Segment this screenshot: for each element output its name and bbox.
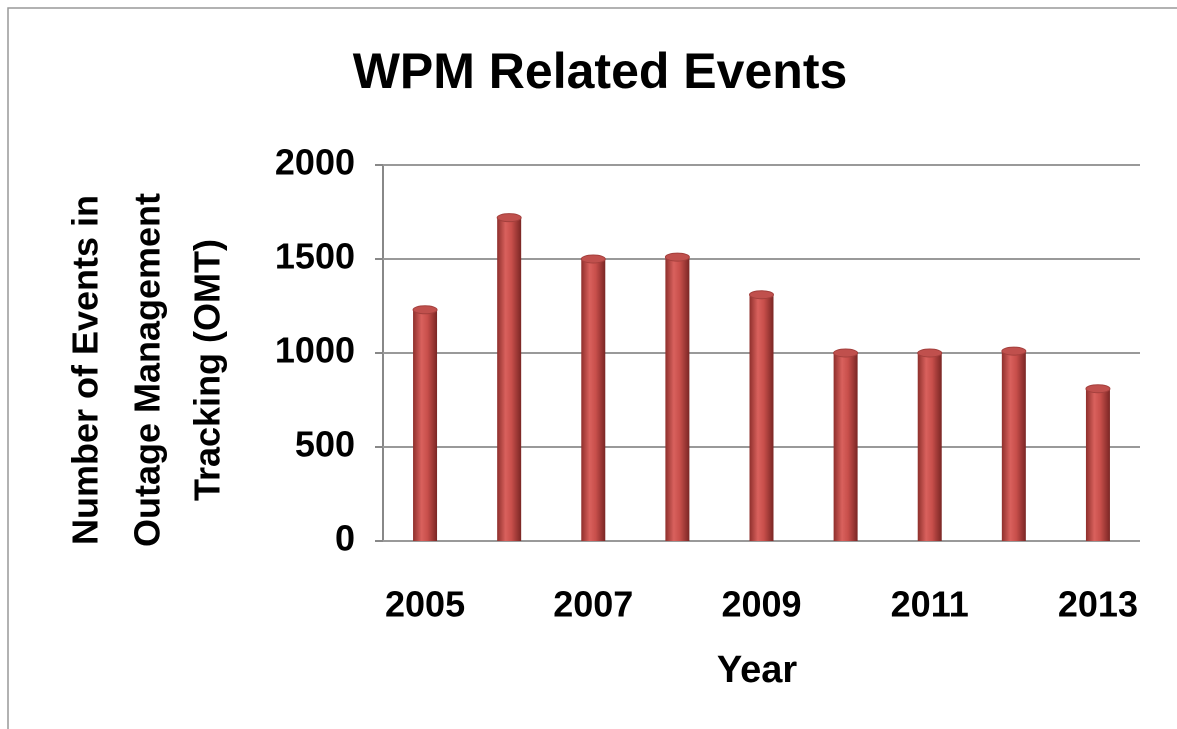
x-axis-title: Year — [717, 649, 798, 691]
y-tick-label: 2000 — [275, 142, 355, 183]
y-tick-label: 500 — [295, 424, 355, 465]
x-tick-label: 2011 — [891, 584, 969, 625]
x-tick-label: 2007 — [553, 584, 633, 625]
bar — [1085, 388, 1110, 541]
x-tick-label: 2009 — [721, 584, 801, 625]
bar-cap — [1085, 384, 1111, 394]
bar — [833, 353, 858, 541]
y-axis-title-line: Number of Events in — [65, 195, 106, 545]
frame — [7, 7, 1177, 729]
bar-cap — [496, 213, 522, 223]
bar-cap — [412, 305, 438, 315]
bar — [413, 309, 438, 541]
bar — [581, 259, 606, 541]
bar — [917, 353, 942, 541]
bar-cap — [1001, 346, 1027, 356]
bar-cap — [917, 348, 943, 358]
bar-cap — [580, 254, 606, 264]
y-axis-title-line: Tracking (OMT) — [187, 239, 228, 501]
y-tick-label: 1500 — [275, 236, 355, 277]
y-axis-title-line: Outage Management — [127, 193, 168, 547]
bar-cap — [749, 290, 774, 300]
y-tick-label: 1000 — [275, 330, 355, 371]
bar — [1001, 351, 1026, 541]
y-axis-title: Number of Events in Outage Management Tr… — [65, 193, 228, 547]
x-tick-label: 2005 — [385, 584, 465, 625]
x-tick-label: 2013 — [1058, 584, 1138, 625]
bar-cap — [833, 348, 859, 358]
y-tick-label: 0 — [335, 518, 355, 559]
chart-title: WPM Related Events — [353, 43, 848, 99]
bar — [665, 257, 690, 541]
bar — [749, 294, 774, 541]
bar — [497, 217, 522, 541]
bar-cap — [664, 252, 690, 262]
